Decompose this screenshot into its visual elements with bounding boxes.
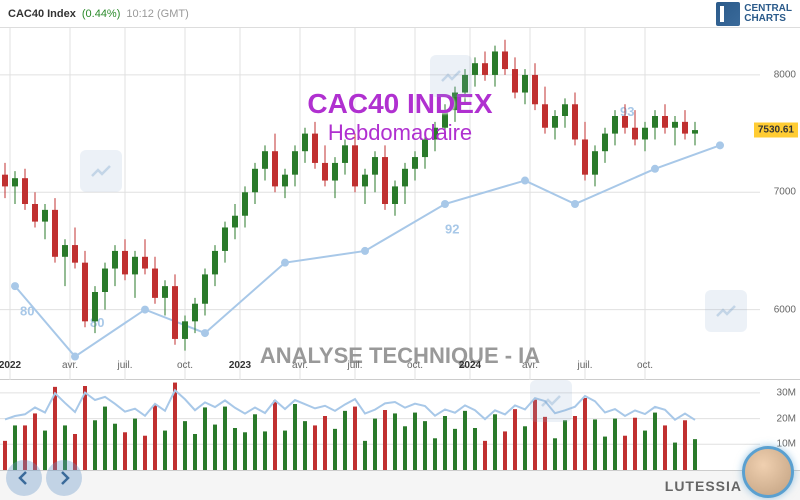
index-name: CAC40 Index <box>8 8 76 20</box>
volume-chart-area[interactable]: 10M20M30M 2022avr.juil.oct.2023avr.juil.… <box>0 380 800 470</box>
price-chart-area[interactable]: 80809293 6000700080007530.61 CAC40 INDEX… <box>0 28 800 380</box>
footer-bar: LUTESSIA <box>0 470 800 500</box>
brand-logo[interactable]: CENTRALCHARTS <box>716 2 792 26</box>
watermark-icon <box>705 290 747 332</box>
logo-text: CENTRALCHARTS <box>744 4 792 24</box>
chart-header: CAC40 Index (0.44%) 10:12 (GMT) CENTRALC… <box>0 0 800 28</box>
brand-badge: LUTESSIA <box>665 478 742 494</box>
nav-prev-icon[interactable] <box>6 460 42 496</box>
price-y-axis: 6000700080007530.61 <box>760 28 800 380</box>
price-change: (0.44%) <box>82 8 121 20</box>
avatar-icon[interactable] <box>742 446 794 498</box>
nav-buttons <box>6 460 82 496</box>
svg-text:92: 92 <box>445 221 459 236</box>
volume-chart <box>0 380 760 470</box>
svg-text:80: 80 <box>20 303 34 318</box>
candlestick-chart: 80809293 <box>0 28 760 380</box>
timestamp: 10:12 (GMT) <box>126 8 188 20</box>
watermark-icon <box>430 55 472 97</box>
watermark-icon <box>530 380 572 422</box>
logo-icon <box>716 2 740 26</box>
header-info: CAC40 Index (0.44%) 10:12 (GMT) <box>8 8 189 20</box>
nav-next-icon[interactable] <box>46 460 82 496</box>
watermark-icon <box>80 150 122 192</box>
